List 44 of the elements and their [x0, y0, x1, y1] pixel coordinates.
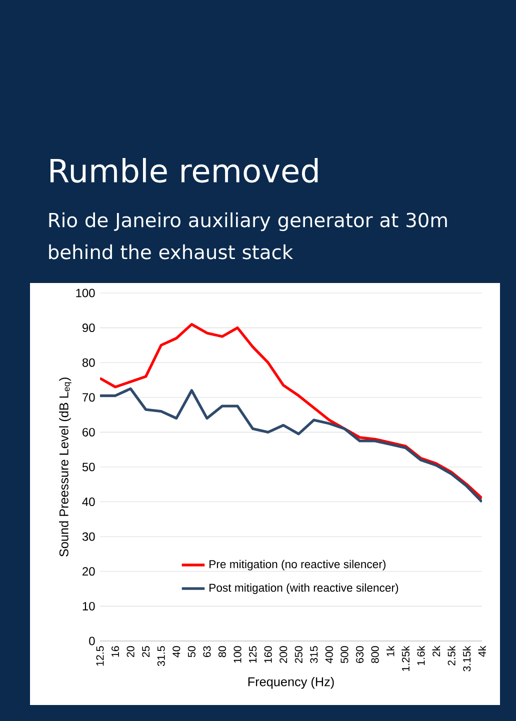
x-tick-label: 2k [432, 646, 440, 656]
y-tick-label: 40 [82, 498, 95, 506]
chart-title: Rumble removed [50, 158, 318, 183]
x-tick-label: 250 [294, 646, 302, 663]
y-tick-label: 90 [82, 324, 95, 332]
y-axis-title: Sound Preessure Level (dB L$_{eq}$) [59, 378, 72, 557]
x-tick-label: 100 [234, 646, 242, 663]
y-tick-label: 50 [82, 462, 95, 472]
y-tick-label: 20 [82, 567, 95, 576]
x-tick-label: 400 [325, 646, 333, 664]
x-tick-label: 25 [142, 646, 150, 658]
x-tick-label: 50 [188, 646, 196, 658]
x-tick-label: 2.5k [448, 646, 456, 666]
x-tick-label: 12.5 [96, 646, 104, 666]
legend-label: Pre mitigation (no reactive silencer) [210, 560, 386, 570]
x-tick-label: 500 [340, 646, 348, 664]
x-tick-label: 63 [203, 646, 211, 658]
x-tick-label: 630 [356, 646, 364, 663]
line-series [100, 387, 482, 504]
y-tick-label: 60 [82, 428, 95, 436]
y-tick-label: 80 [82, 358, 95, 367]
y-tick-label: 10 [82, 602, 95, 610]
x-tick-label: 80 [218, 646, 226, 658]
y-tick-label: 30 [82, 532, 95, 541]
x-tick-label: 16 [112, 646, 120, 657]
x-tick-label: 31.5 [157, 646, 165, 666]
chart-subtitle: Rio de Janeiro auxiliary generator at 30m behind the exhaust stack [49, 212, 447, 260]
x-tick-label: 4k [478, 646, 486, 657]
x-tick-label: 200 [280, 646, 288, 663]
x-tick-label: 20 [126, 646, 134, 658]
x-tick-label: 1k [386, 646, 394, 656]
x-tick-label: 800 [371, 646, 379, 664]
x-tick-label: 40 [172, 646, 180, 658]
y-tick-label: 0 [89, 636, 95, 646]
x-axis-title: Frequency (Hz) [248, 676, 334, 689]
y-tick-label: 100 [76, 288, 95, 298]
legend-label: Post mitigation (with reactive silencer) [210, 583, 398, 594]
x-tick-label: 1.25k [402, 646, 410, 671]
x-tick-label: 3.15k [462, 646, 471, 672]
y-tick-label: 70 [82, 393, 95, 402]
x-tick-label: 160 [264, 646, 272, 663]
x-tick-label: 125 [249, 646, 257, 663]
x-tick-label: 315 [310, 646, 318, 664]
x-tick-label: 1.6k [416, 646, 425, 666]
